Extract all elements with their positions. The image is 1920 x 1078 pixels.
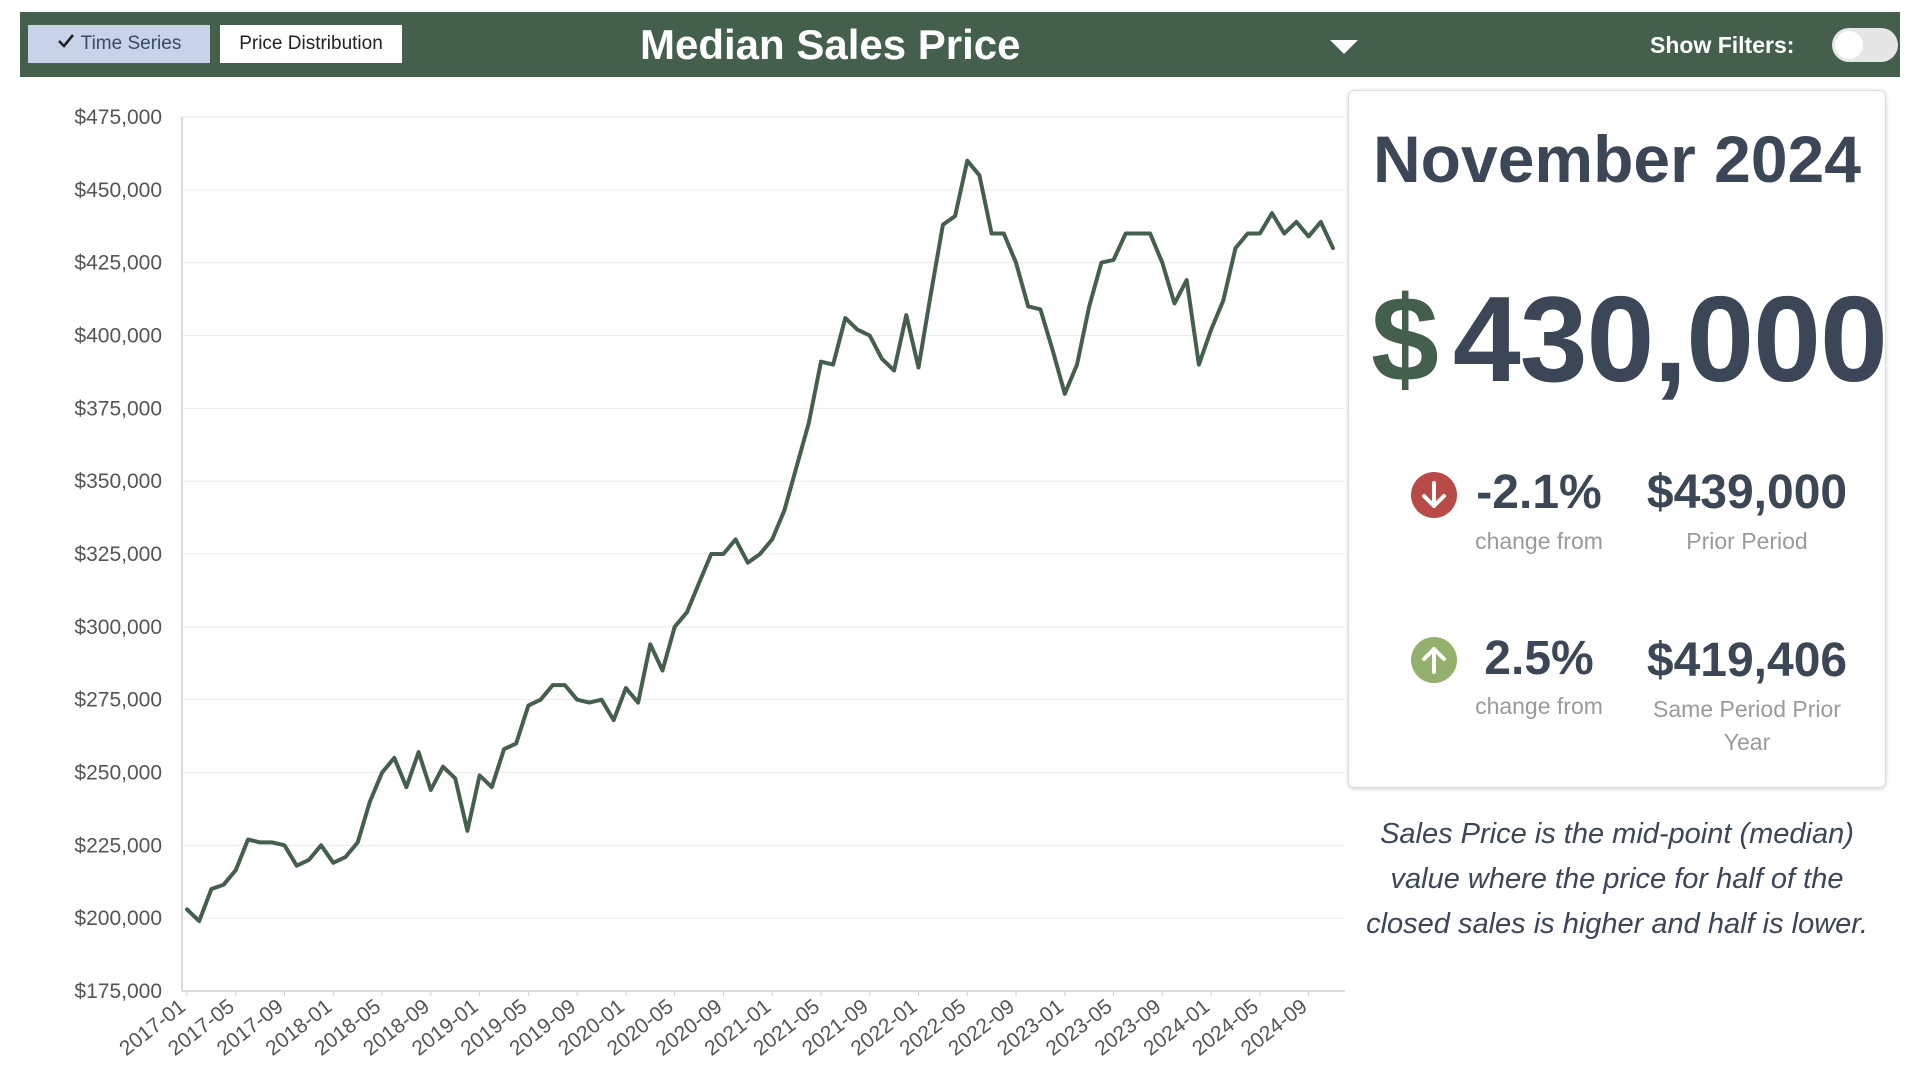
prior-year-value: $419,406	[1646, 634, 1848, 687]
metric-title[interactable]: Median Sales Price	[640, 21, 1021, 68]
change-prior-percent: -2.1%	[1476, 466, 1602, 519]
chevron-down-icon[interactable]	[1330, 40, 1358, 54]
y-tick-label: $400,000	[74, 325, 162, 348]
y-tick-label: $175,000	[74, 980, 162, 1003]
summary-card: November 2024 $ 430,000 -2.1% change fro…	[1348, 90, 1888, 788]
median-price-chart: $175,000 $200,000 $225,000 $250,000 $275,000…	[74, 106, 1345, 1060]
y-tick-label: $300,000	[74, 616, 162, 639]
change-prior-label: change from	[1475, 528, 1603, 554]
y-tick-label: $350,000	[74, 470, 162, 493]
axes	[181, 117, 1345, 992]
y-tick-label: $375,000	[74, 397, 162, 420]
checkmark-icon	[57, 33, 75, 55]
header-bar: Time Series Price Distribution Median Sa…	[20, 12, 1900, 77]
y-tick-labels: $175,000 $200,000 $225,000 $250,000 $275,000…	[74, 106, 162, 1003]
y-tick-label: $250,000	[74, 762, 162, 785]
arrow-down-icon	[1411, 472, 1457, 518]
toggle-knob	[1835, 31, 1863, 59]
tab-time-series[interactable]: Time Series	[28, 25, 210, 63]
show-filters-label: Show Filters:	[1650, 32, 1795, 58]
current-value: $ 430,000	[1371, 269, 1888, 409]
median-price-line	[185, 158, 1335, 924]
prior-period-value: $439,000	[1646, 466, 1848, 519]
change-year-label: change from	[1475, 693, 1603, 719]
y-tick-label: $450,000	[74, 179, 162, 202]
y-tick-label: $425,000	[74, 252, 162, 275]
currency-symbol: $	[1371, 271, 1439, 407]
period-label: November 2024	[1373, 122, 1861, 196]
prior-year-label: Same Period Prior Year	[1653, 696, 1841, 755]
y-tick-label: $275,000	[74, 689, 162, 712]
show-filters-toggle[interactable]	[1832, 28, 1898, 62]
current-price: 430,000	[1452, 271, 1888, 407]
y-tick-label: $325,000	[74, 543, 162, 566]
prior-period-label: Prior Period	[1686, 528, 1808, 554]
tab-price-distribution[interactable]: Price Distribution	[220, 25, 402, 63]
y-tick-label: $475,000	[74, 106, 162, 129]
tab-price-distribution-label: Price Distribution	[239, 33, 383, 54]
x-tick-labels: 2017-012017-052017-092018-012018-052018-…	[115, 991, 1312, 1060]
change-year-percent: 2.5%	[1484, 632, 1594, 685]
y-tick-label: $200,000	[74, 907, 162, 930]
definition-note: Sales Price is the mid-point (median) va…	[1366, 818, 1868, 940]
series	[185, 158, 1335, 924]
tab-time-series-label: Time Series	[80, 33, 182, 54]
grid-lines	[182, 116, 1345, 919]
y-tick-label: $225,000	[74, 834, 162, 857]
arrow-up-icon	[1411, 637, 1457, 683]
